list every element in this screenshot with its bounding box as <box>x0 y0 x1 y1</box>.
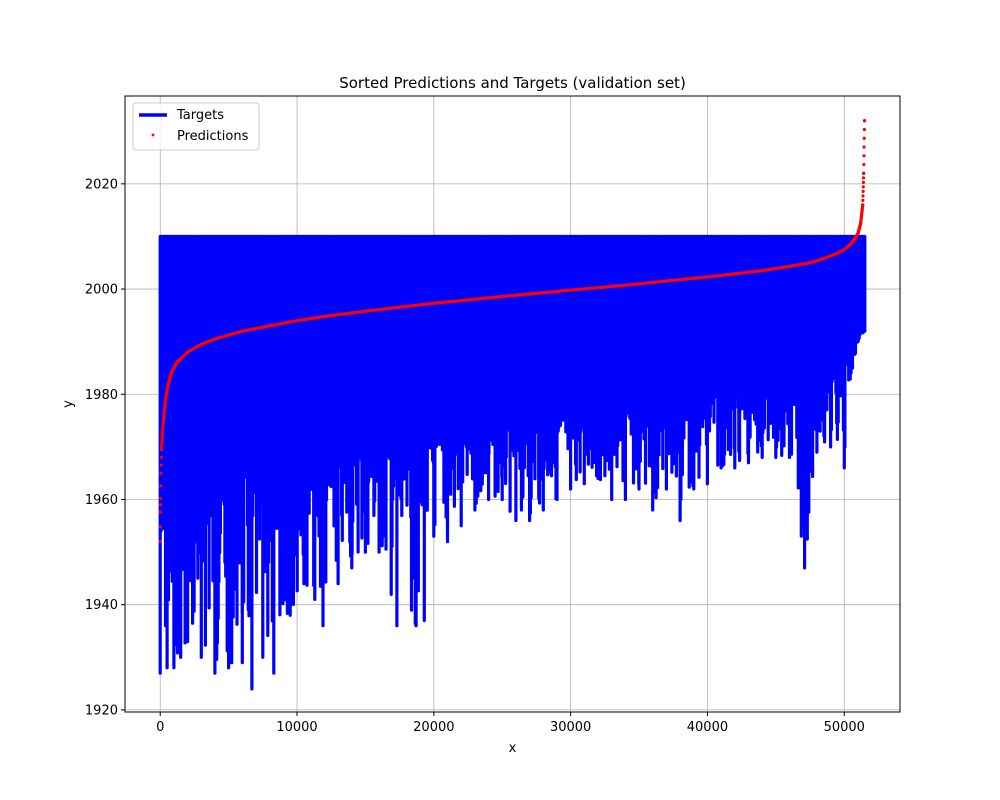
plot-area <box>158 119 867 691</box>
x-tick-label: 50000 <box>824 720 865 735</box>
prediction-point <box>363 309 368 313</box>
legend: Targets Predictions <box>132 102 260 151</box>
prediction-point <box>849 242 853 246</box>
chart-title: Sorted Predictions and Targets (validati… <box>339 74 686 92</box>
prediction-point <box>500 294 504 299</box>
prediction-point <box>862 136 866 140</box>
prediction-point <box>169 371 173 375</box>
axes-frame <box>124 95 901 713</box>
y-tick-label: 2000 <box>85 283 118 298</box>
y-tick-label: 2020 <box>85 177 118 192</box>
prediction-point <box>159 447 164 452</box>
prediction-point <box>733 272 737 276</box>
y-tick-label: 1960 <box>85 493 118 508</box>
prediction-point <box>159 496 163 501</box>
legend-predictions-swatch <box>151 133 155 137</box>
prediction-point <box>842 248 846 252</box>
prediction-point <box>862 119 867 123</box>
prediction-point <box>404 304 409 309</box>
prediction-point <box>861 203 865 207</box>
targets-line <box>158 234 867 691</box>
prediction-point <box>808 261 812 265</box>
prediction-point <box>835 251 840 255</box>
targets-series <box>158 234 867 691</box>
prediction-point <box>678 277 682 282</box>
prediction-point <box>861 180 866 184</box>
prediction-point <box>322 314 326 319</box>
prediction-point <box>856 232 860 236</box>
prediction-point <box>861 194 865 198</box>
prediction-point <box>160 433 164 437</box>
legend-predictions-label: Predictions <box>177 129 249 144</box>
prediction-point <box>160 441 164 445</box>
prediction-point <box>268 324 272 328</box>
prediction-point <box>159 503 163 507</box>
prediction-point <box>165 387 169 391</box>
x-tick-label: 10000 <box>276 720 317 735</box>
predictions-series <box>158 119 867 544</box>
prediction-point <box>161 424 165 428</box>
prediction-point <box>859 221 863 225</box>
prediction-point <box>637 282 641 286</box>
prediction-point <box>185 350 190 354</box>
prediction-point <box>541 291 545 295</box>
prediction-point <box>705 275 710 279</box>
y-tick-label: 1940 <box>85 598 118 613</box>
prediction-point <box>760 269 764 273</box>
prediction-point <box>569 288 573 292</box>
prediction-point <box>862 162 866 167</box>
prediction-point <box>159 484 163 488</box>
x-axis-label: x <box>509 741 517 756</box>
prediction-point <box>862 127 866 132</box>
prediction-point <box>160 436 164 440</box>
prediction-point <box>159 463 163 467</box>
prediction-point <box>158 510 163 514</box>
y-tick-label: 1980 <box>85 388 118 403</box>
prediction-point <box>610 284 614 289</box>
prediction-point <box>161 428 165 432</box>
x-tick-label: 20000 <box>413 720 454 735</box>
prediction-point <box>862 171 866 175</box>
prediction-point <box>862 145 866 149</box>
legend-targets-label: Targets <box>176 108 224 123</box>
y-axis-label: y <box>61 400 76 408</box>
prediction-point <box>240 329 244 333</box>
x-tick-label: 30000 <box>550 720 591 735</box>
x-tick-label: 40000 <box>687 720 728 735</box>
prediction-point <box>158 539 162 544</box>
prediction-point <box>159 455 163 459</box>
prediction-point <box>861 198 865 202</box>
prediction-point <box>432 301 436 305</box>
prediction-point <box>862 154 866 158</box>
prediction-point <box>861 176 866 180</box>
prediction-point <box>213 337 217 341</box>
axis-ticks: 0 10000 20000 30000 40000 50000 1920 1940 1960 19… <box>85 177 865 735</box>
prediction-point <box>295 319 299 323</box>
y-tick-label: 1920 <box>85 703 118 718</box>
prediction-point <box>160 438 164 442</box>
prediction-point <box>163 403 167 407</box>
prediction-point <box>159 471 163 475</box>
prediction-point <box>160 445 164 449</box>
prediction-point <box>861 185 865 189</box>
prediction-point <box>459 299 463 303</box>
prediction-point <box>822 256 826 261</box>
prediction-point <box>861 189 865 193</box>
prediction-point <box>175 361 179 365</box>
prediction-point <box>160 430 165 435</box>
prediction-point <box>199 342 203 346</box>
prediction-point <box>787 264 792 269</box>
prediction-point <box>158 525 162 529</box>
x-tick-label: 0 <box>156 720 164 735</box>
